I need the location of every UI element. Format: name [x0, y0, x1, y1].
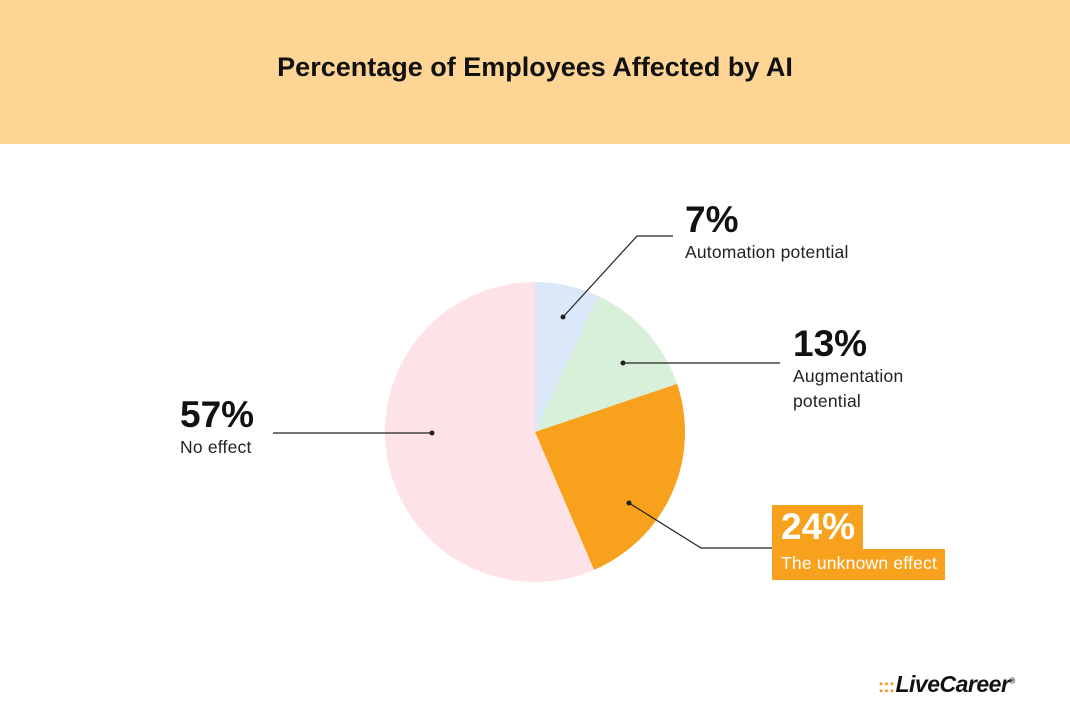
- leader-line-automation: [562, 235, 673, 318]
- label-augmentation-pct: 13%: [793, 323, 868, 364]
- pie-slices: [384, 282, 685, 582]
- leader-dot-no-effect: [429, 430, 435, 436]
- pie-slice-no-effect: [384, 282, 595, 582]
- label-automation: 7% Automation potential: [685, 200, 849, 265]
- leader-dot-augmentation: [620, 360, 626, 366]
- label-unknown: 24% The unknown effect: [772, 505, 946, 580]
- label-no-effect: 57% No effect: [180, 395, 254, 460]
- header-band: Percentage of Employees Affected by AI: [0, 0, 1070, 144]
- label-no-effect-pct: 57%: [180, 394, 255, 435]
- leader-lines: [273, 235, 780, 549]
- label-unknown-pct: 24%: [772, 505, 864, 549]
- chart-title: Percentage of Employees Affected by AI: [277, 52, 793, 82]
- label-augmentation-desc-line2: potential: [793, 391, 861, 411]
- logo-registered-mark: ®: [1009, 676, 1015, 686]
- label-automation-desc: Automation potential: [685, 242, 849, 262]
- label-no-effect-desc: No effect: [180, 437, 252, 457]
- logo-name: LiveCareer: [895, 671, 1010, 697]
- livecareer-logo: :::LiveCareer®: [878, 671, 1015, 698]
- pie-slice-automation: [535, 282, 599, 432]
- pie-slice-unknown: [535, 383, 685, 570]
- label-unknown-desc: The unknown effect: [772, 549, 946, 580]
- label-augmentation-desc-line1: Augmentation: [793, 366, 904, 386]
- leader-line-unknown: [628, 502, 772, 549]
- label-augmentation: 13% Augmentation potential: [793, 324, 903, 414]
- leader-dot-unknown: [626, 500, 632, 506]
- pie-slice-augmentation: [535, 295, 678, 432]
- leader-dot-automation: [560, 314, 566, 320]
- logo-mark-icon: :::: [878, 676, 895, 696]
- label-automation-pct: 7%: [685, 199, 739, 240]
